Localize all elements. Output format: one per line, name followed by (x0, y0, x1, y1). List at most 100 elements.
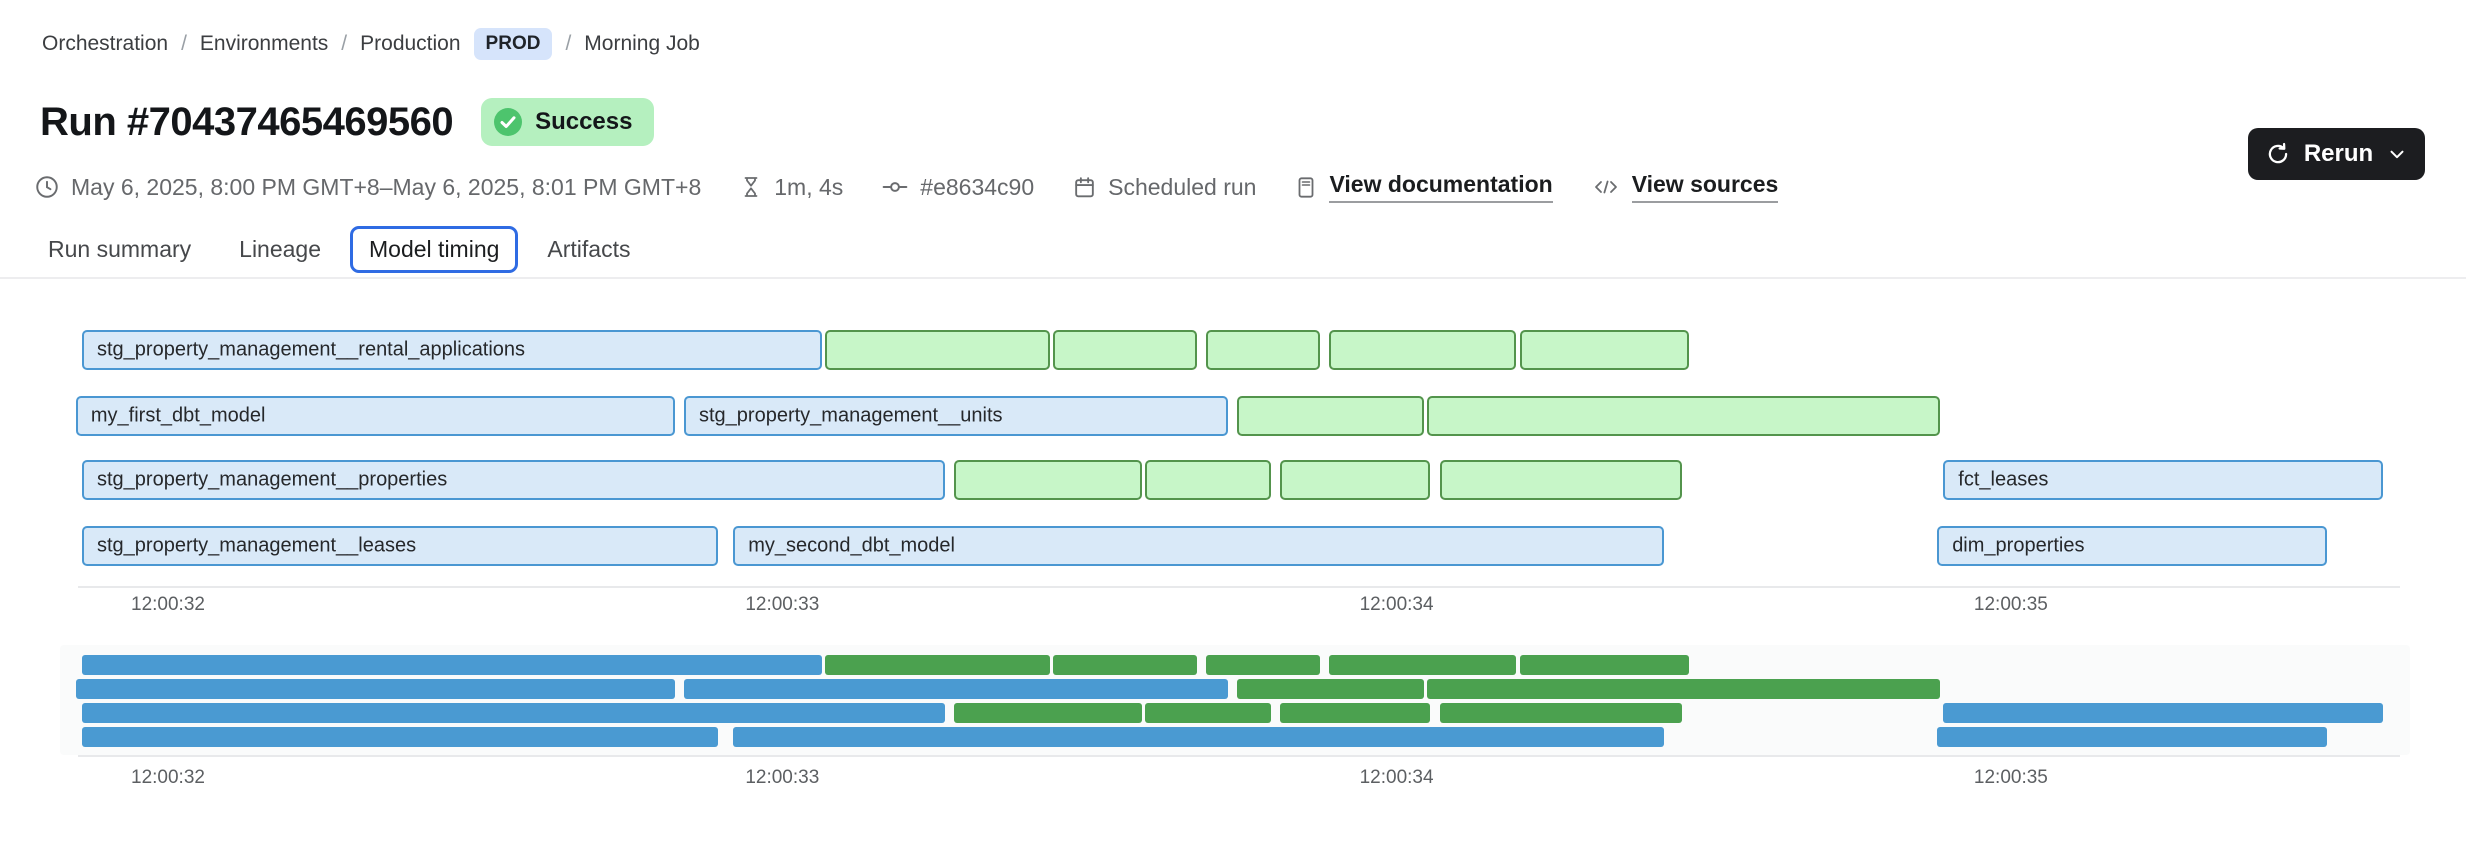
gantt-bar[interactable]: fct_leases (1943, 460, 2383, 500)
rerun-button[interactable]: Rerun (2248, 128, 2425, 180)
documentation-icon (1299, 176, 1314, 198)
run-trigger: Scheduled run (1072, 174, 1256, 201)
tab-model-timing[interactable]: Model timing (350, 226, 519, 273)
minimap-bar (1937, 727, 2328, 747)
time-axis-label: 12:00:35 (1973, 767, 2048, 788)
model-name-label: dim_properties (1952, 534, 2085, 557)
minimap-bar (82, 727, 718, 747)
minimap-bar (75, 679, 675, 699)
minimap-bar (82, 703, 946, 723)
time-axis-label: 12:00:32 (131, 594, 205, 615)
time-axis-label: 12:00:34 (1359, 594, 1434, 615)
model-name-label: my_first_dbt_model (90, 404, 266, 427)
time-axis-label: 12:00:34 (1359, 767, 1434, 788)
environment-badge: PROD (473, 28, 553, 60)
breadcrumb-item-orchestration[interactable]: Orchestration (42, 32, 169, 55)
gantt-bar[interactable]: stg_property_management__rental_applicat… (82, 330, 823, 370)
view-documentation-link-item: View documentation (1294, 171, 1553, 203)
calendar-icon (1075, 176, 1094, 197)
run-duration: 1m, 4s (739, 174, 843, 201)
gantt-bar[interactable] (1427, 396, 1941, 436)
gantt-bar[interactable]: my_first_dbt_model (75, 396, 675, 436)
hourglass-icon (744, 177, 758, 197)
time-axis-label: 12:00:33 (745, 594, 820, 615)
breadcrumb-separator: / (341, 32, 348, 55)
minimap-bar (1206, 655, 1320, 675)
gantt-bar[interactable]: stg_property_management__properties (82, 460, 946, 500)
tab-run-summary[interactable]: Run summary (48, 236, 192, 262)
model-timing-gantt: stg_property_management__rental_applicat… (0, 330, 2466, 630)
refresh-icon (2268, 142, 2288, 164)
time-range-text: May 6, 2025, 8:00 PM GMT+8–May 6, 2025, … (71, 173, 702, 200)
breadcrumb-separator: / (181, 32, 187, 55)
run-meta-row: May 6, 2025, 8:00 PM GMT+8–May 6, 2025, … (34, 171, 1779, 203)
minimap-bar (954, 703, 1142, 723)
model-name-label: stg_property_management__leases (97, 534, 417, 557)
view-sources-link-item: View sources (1591, 171, 1779, 203)
minimap-bar (684, 679, 1228, 699)
minimap-bar (1519, 655, 1689, 675)
gantt-bar[interactable]: stg_property_management__units (684, 396, 1228, 436)
gantt-bar[interactable]: stg_property_management__leases (82, 526, 718, 566)
minimap-bar (1439, 703, 1683, 723)
chevron-down-icon (2390, 150, 2404, 159)
time-axis-line (78, 586, 2400, 588)
breadcrumb: Orchestration / Environments / Productio… (42, 28, 700, 60)
gantt-bar[interactable] (1439, 460, 1683, 500)
gantt-bar[interactable] (1519, 330, 1689, 370)
minimap-bar (733, 727, 1664, 747)
view-documentation-link[interactable]: View documentation (1329, 171, 1553, 203)
gantt-bar[interactable]: dim_properties (1937, 526, 2328, 566)
minimap-bar (1236, 679, 1425, 699)
page-title: Run #70437465469560 (40, 99, 454, 144)
time-axis-label: 12:00:33 (745, 767, 820, 788)
clock-icon (36, 176, 58, 198)
duration-text: 1m, 4s (774, 173, 844, 200)
model-name-label: stg_property_management__units (699, 404, 1003, 427)
tab-lineage[interactable]: Lineage (239, 236, 322, 262)
breadcrumb-item-morning-job[interactable]: Morning Job (584, 32, 700, 55)
gantt-bar[interactable] (1144, 460, 1271, 500)
run-commit: #e8634c90 (881, 174, 1034, 201)
run-tabs: Run summary Lineage Model timing Artifac… (29, 226, 649, 273)
gantt-bar[interactable] (1236, 396, 1425, 436)
gantt-bar[interactable] (954, 460, 1142, 500)
gantt-bar[interactable] (1279, 460, 1431, 500)
gantt-bar[interactable] (825, 330, 1050, 370)
tabs-divider (0, 277, 2466, 279)
minimap-bar (1943, 703, 2383, 723)
minimap-bar (1144, 703, 1271, 723)
rerun-label: Rerun (2303, 140, 2374, 167)
gantt-bar[interactable] (1329, 330, 1517, 370)
model-name-label: fct_leases (1958, 468, 2049, 491)
gantt-bar[interactable] (1052, 330, 1197, 370)
minimap-bar (1329, 655, 1517, 675)
minimap-bar (825, 655, 1050, 675)
model-timing-minimap[interactable]: 12:00:32 12:00:33 12:00:34 12:00:35 (0, 645, 2466, 815)
model-name-label: my_second_dbt_model (748, 534, 955, 557)
tab-artifacts[interactable]: Artifacts (547, 236, 631, 262)
git-commit-icon (882, 182, 908, 192)
time-axis-label: 12:00:35 (1973, 594, 2048, 615)
model-name-label: stg_property_management__rental_applicat… (97, 338, 526, 361)
status-label: Success (535, 108, 633, 135)
breadcrumb-item-environments[interactable]: Environments (199, 32, 329, 55)
breadcrumb-separator: / (565, 32, 572, 55)
trigger-text: Scheduled run (1108, 173, 1257, 200)
time-axis-line (78, 755, 2400, 757)
gantt-bar[interactable]: my_second_dbt_model (733, 526, 1664, 566)
view-sources-link[interactable]: View sources (1631, 171, 1779, 203)
check-circle-icon (494, 108, 523, 136)
time-axis-label: 12:00:32 (131, 767, 205, 788)
breadcrumb-item-production[interactable]: Production (360, 32, 461, 55)
status-badge: Success (481, 98, 655, 146)
minimap-bar (82, 655, 823, 675)
title-row: Run #70437465469560 Success (40, 98, 655, 146)
model-name-label: stg_property_management__properties (97, 468, 448, 491)
minimap-bar (1427, 679, 1941, 699)
minimap-bar (1052, 655, 1197, 675)
gantt-bar[interactable] (1206, 330, 1320, 370)
code-icon (1594, 180, 1617, 194)
run-time-range: May 6, 2025, 8:00 PM GMT+8–May 6, 2025, … (34, 174, 701, 201)
